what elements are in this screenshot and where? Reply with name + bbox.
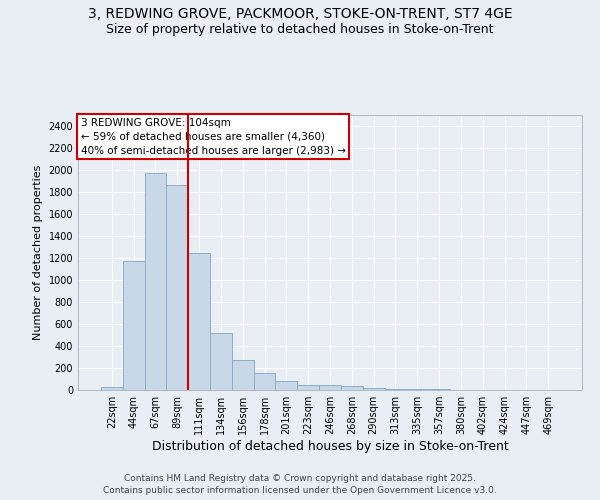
Bar [363,388,385,390]
Bar [319,385,341,390]
Bar [232,360,254,390]
Bar [166,186,188,390]
Bar [297,385,319,390]
Text: Contains HM Land Registry data © Crown copyright and database right 2025.
Contai: Contains HM Land Registry data © Crown c… [103,474,497,495]
Text: 3 REDWING GROVE: 104sqm
← 59% of detached houses are smaller (4,360)
40% of semi: 3 REDWING GROVE: 104sqm ← 59% of detache… [80,118,346,156]
Bar [145,174,166,390]
Bar [254,373,275,390]
Bar [123,262,145,390]
Y-axis label: Number of detached properties: Number of detached properties [33,165,43,340]
Bar [275,381,297,390]
X-axis label: Distribution of detached houses by size in Stoke-on-Trent: Distribution of detached houses by size … [152,440,508,453]
Bar [101,387,123,390]
Text: 3, REDWING GROVE, PACKMOOR, STOKE-ON-TRENT, ST7 4GE: 3, REDWING GROVE, PACKMOOR, STOKE-ON-TRE… [88,8,512,22]
Bar [385,389,406,390]
Bar [210,333,232,390]
Bar [188,252,210,390]
Bar [341,386,363,390]
Text: Size of property relative to detached houses in Stoke-on-Trent: Size of property relative to detached ho… [106,22,494,36]
